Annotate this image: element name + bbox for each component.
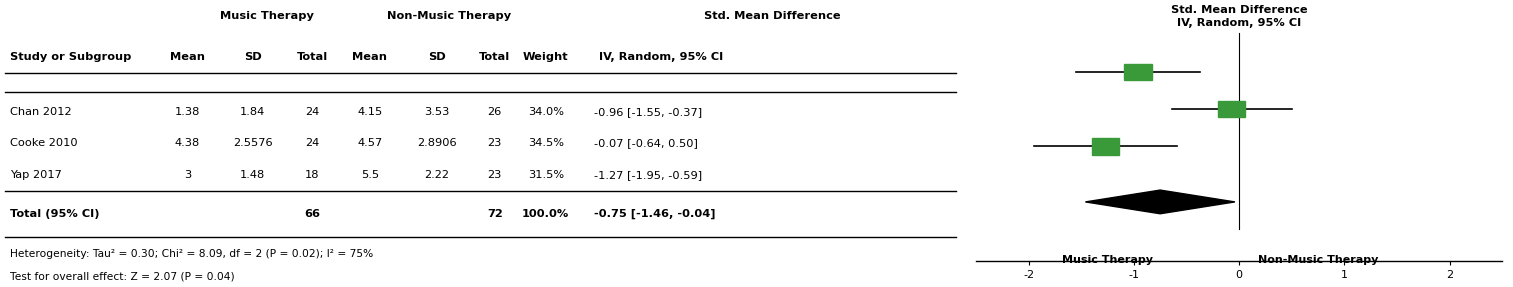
- Text: Cooke 2010: Cooke 2010: [9, 139, 77, 148]
- Text: 66: 66: [304, 209, 321, 219]
- Text: Total: Total: [297, 53, 328, 62]
- Text: Total (95% CI): Total (95% CI): [9, 209, 100, 219]
- Text: 4.57: 4.57: [357, 139, 383, 148]
- Text: Heterogeneity: Tau² = 0.30; Chi² = 8.09, df = 2 (P = 0.02); I² = 75%: Heterogeneity: Tau² = 0.30; Chi² = 8.09,…: [9, 249, 372, 259]
- Text: 1.48: 1.48: [241, 170, 265, 180]
- Text: -1.27 [-1.95, -0.59]: -1.27 [-1.95, -0.59]: [593, 170, 702, 180]
- Polygon shape: [1085, 190, 1235, 214]
- Text: IV, Random, 95% CI: IV, Random, 95% CI: [599, 53, 723, 62]
- Text: 26: 26: [487, 107, 502, 117]
- Text: Weight: Weight: [523, 53, 569, 62]
- Text: 24: 24: [306, 107, 319, 117]
- Text: Std. Mean Difference: Std. Mean Difference: [704, 11, 841, 21]
- Text: 24: 24: [306, 139, 319, 148]
- Text: 4.38: 4.38: [174, 139, 200, 148]
- Text: 1.38: 1.38: [174, 107, 200, 117]
- Text: -0.75 [-1.46, -0.04]: -0.75 [-1.46, -0.04]: [593, 209, 716, 219]
- Text: 5.5: 5.5: [360, 170, 378, 180]
- Text: -0.96 [-1.55, -0.37]: -0.96 [-1.55, -0.37]: [593, 107, 702, 117]
- Text: 34.0%: 34.0%: [528, 107, 564, 117]
- Text: Non-Music Therapy: Non-Music Therapy: [387, 11, 511, 21]
- Text: Total: Total: [480, 53, 510, 62]
- Text: 3: 3: [183, 170, 191, 180]
- Text: SD: SD: [244, 53, 262, 62]
- Text: Mean: Mean: [353, 53, 387, 62]
- FancyBboxPatch shape: [1124, 64, 1151, 80]
- Text: 4.15: 4.15: [357, 107, 383, 117]
- Text: 3.53: 3.53: [425, 107, 449, 117]
- Text: Test for overall effect: Z = 2.07 (P = 0.04): Test for overall effect: Z = 2.07 (P = 0…: [9, 272, 235, 282]
- Text: Chan 2012: Chan 2012: [9, 107, 71, 117]
- Text: 23: 23: [487, 170, 502, 180]
- Text: Yap 2017: Yap 2017: [9, 170, 62, 180]
- FancyBboxPatch shape: [1092, 138, 1120, 154]
- Text: 100.0%: 100.0%: [522, 209, 569, 219]
- Text: 18: 18: [306, 170, 319, 180]
- Text: 34.5%: 34.5%: [528, 139, 564, 148]
- Text: Music Therapy: Music Therapy: [219, 11, 313, 21]
- Text: -0.07 [-0.64, 0.50]: -0.07 [-0.64, 0.50]: [593, 139, 697, 148]
- FancyBboxPatch shape: [1218, 101, 1245, 117]
- Text: 2.22: 2.22: [425, 170, 449, 180]
- Text: Mean: Mean: [169, 53, 204, 62]
- Text: 1.84: 1.84: [241, 107, 265, 117]
- Text: 72: 72: [487, 209, 502, 219]
- Text: 23: 23: [487, 139, 502, 148]
- Text: 2.8906: 2.8906: [418, 139, 457, 148]
- Text: Non-Music Therapy: Non-Music Therapy: [1257, 255, 1378, 265]
- Title: Std. Mean Difference
IV, Random, 95% CI: Std. Mean Difference IV, Random, 95% CI: [1171, 5, 1307, 28]
- Text: 2.5576: 2.5576: [233, 139, 272, 148]
- Text: Study or Subgroup: Study or Subgroup: [9, 53, 132, 62]
- Text: Music Therapy: Music Therapy: [1062, 255, 1153, 265]
- Text: SD: SD: [428, 53, 446, 62]
- Text: 31.5%: 31.5%: [528, 170, 564, 180]
